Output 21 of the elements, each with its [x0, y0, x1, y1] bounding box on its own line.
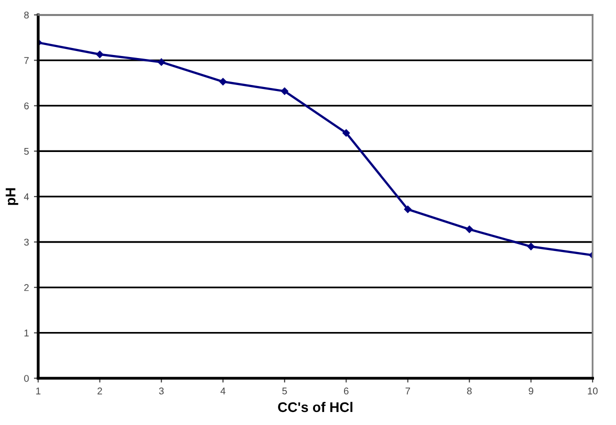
x-tick-label: 2: [98, 388, 102, 394]
y-tick-label: 4: [24, 193, 29, 200]
x-axis-title: CC's of HCl: [278, 402, 352, 412]
y-tick-label: 5: [24, 148, 29, 155]
x-tick-label: 7: [406, 388, 410, 394]
y-tick-label: 3: [24, 238, 29, 246]
y-tick-label: 0: [24, 374, 29, 382]
y-tick-label: 8: [24, 12, 29, 18]
y-tick-label: 1: [24, 330, 29, 336]
x-tick-label: 6: [344, 388, 348, 394]
y-tick-label: 6: [24, 102, 29, 110]
x-tick-label: 5: [282, 388, 287, 394]
y-tick-label: 2: [24, 284, 29, 291]
x-tick-label: 3: [159, 388, 164, 394]
x-tick-label: 9: [528, 388, 534, 394]
x-tick-label: 8: [467, 388, 472, 394]
y-tick-label: 7: [24, 57, 29, 64]
y-axis-title: pH: [6, 188, 18, 205]
x-tick-label: 1: [36, 388, 40, 394]
x-tick-label: 10: [588, 388, 598, 394]
x-tick-label: 4: [220, 388, 226, 394]
